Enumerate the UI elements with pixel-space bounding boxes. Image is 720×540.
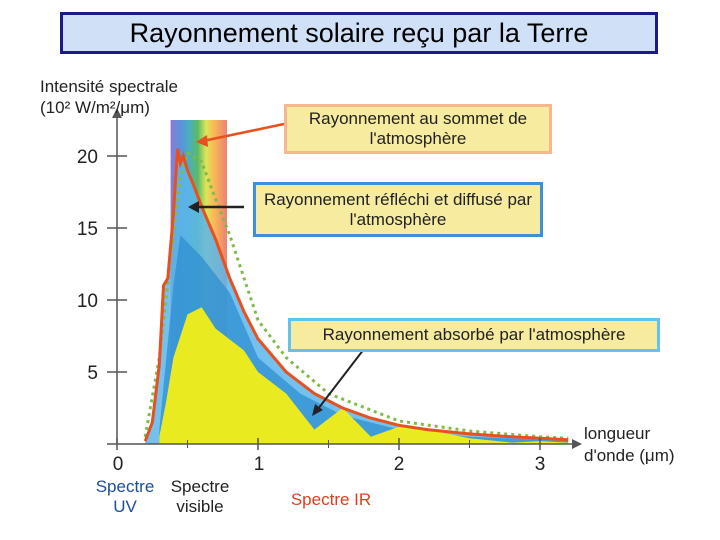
arrow-absorb-head bbox=[312, 404, 323, 416]
visible-band-label-line1: Spectre bbox=[170, 477, 230, 496]
x-tick-label: 0 bbox=[112, 454, 124, 475]
y-axis-arrow bbox=[112, 108, 122, 118]
x-axis-arrow bbox=[572, 439, 582, 449]
annotation-top-of-atmosphere: Rayonnement au sommet de l'atmosphère bbox=[284, 104, 552, 154]
ir-band-label: Spectre IR bbox=[290, 490, 372, 509]
y-tick-label: 15 bbox=[76, 219, 98, 240]
arrow-reflect-head bbox=[188, 201, 199, 213]
uv-band-label-line2: UV bbox=[113, 497, 137, 516]
chart-title: Rayonnement solaire reçu par la Terre bbox=[129, 17, 589, 48]
uv-band-label-line1: Spectre bbox=[95, 477, 155, 496]
title-box: Rayonnement solaire reçu par la Terre bbox=[60, 12, 658, 54]
x-axis-label: longueur d'onde (μm) bbox=[584, 423, 675, 467]
x-tick-label: 3 bbox=[534, 454, 546, 475]
arrow-top bbox=[202, 122, 285, 143]
x-axis-label-line2: d'onde (μm) bbox=[584, 446, 675, 465]
absorbed-area bbox=[159, 307, 569, 444]
arrow-top-head bbox=[196, 135, 208, 147]
annotation-absorbed: Rayonnement absorbé par l'atmosphère bbox=[288, 318, 660, 352]
arrow-absorb bbox=[317, 348, 365, 410]
y-tick-label: 5 bbox=[87, 363, 98, 384]
y-axis-label-line1: Intensité spectrale bbox=[40, 77, 178, 96]
annotation-reflected-diffused: Rayonnement réfléchi et diffusé par l'at… bbox=[253, 182, 543, 237]
uv-band-label: Spectre UV bbox=[90, 477, 160, 517]
y-axis-label-line2: (10² W/m²/μm) bbox=[40, 98, 150, 117]
x-axis-label-line1: longueur bbox=[584, 424, 651, 443]
x-tick-label: 2 bbox=[393, 454, 405, 475]
x-tick-label: 1 bbox=[253, 454, 265, 475]
visible-band-label-line2: visible bbox=[176, 497, 224, 516]
visible-band-label: Spectre visible bbox=[160, 477, 240, 517]
y-tick-label: 10 bbox=[76, 291, 98, 312]
toa-line bbox=[143, 148, 569, 442]
y-tick-label: 20 bbox=[76, 147, 98, 168]
y-axis-label: Intensité spectrale (10² W/m²/μm) bbox=[40, 76, 178, 118]
